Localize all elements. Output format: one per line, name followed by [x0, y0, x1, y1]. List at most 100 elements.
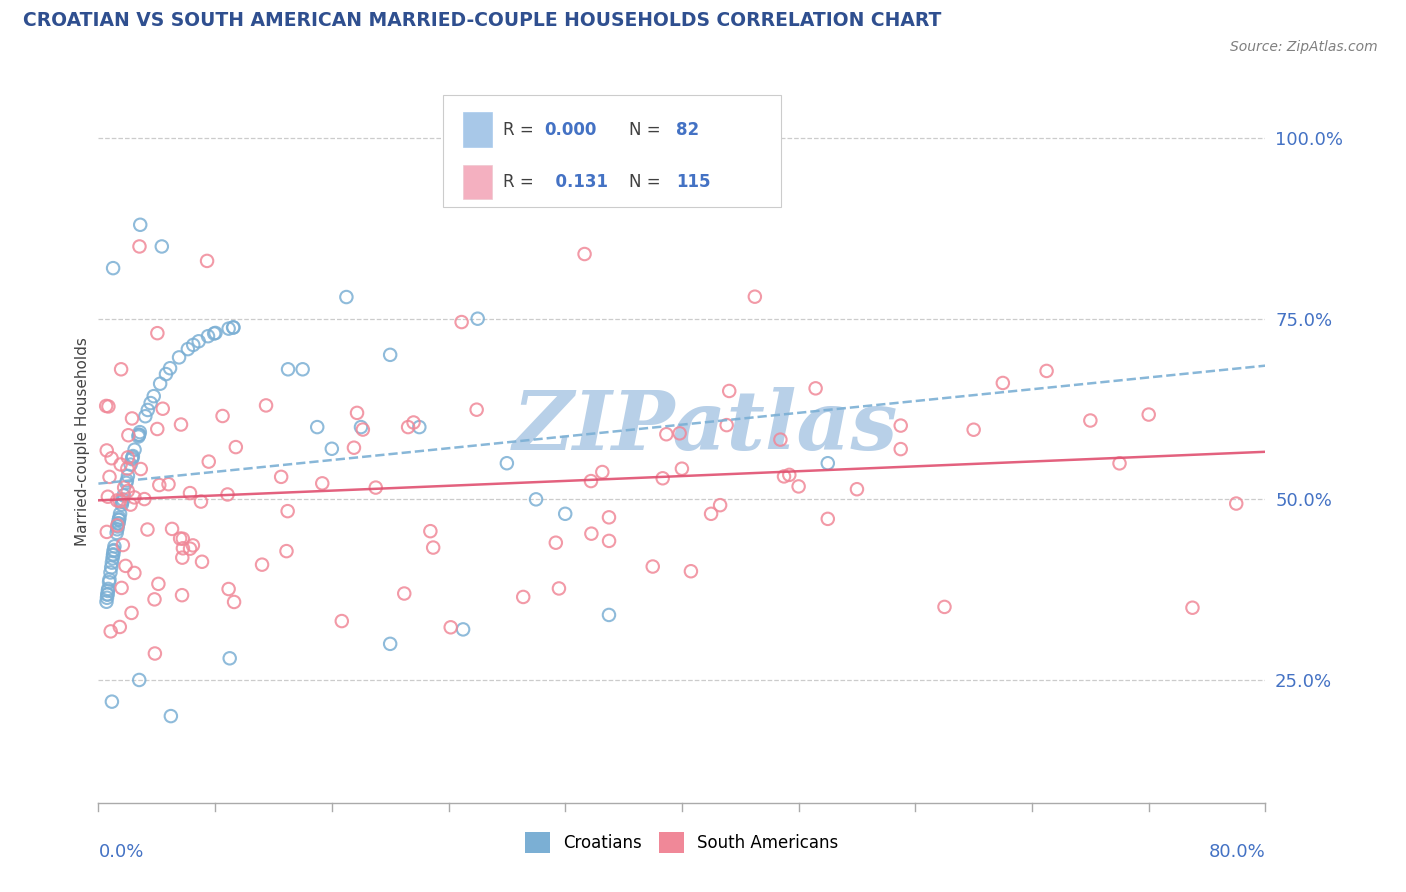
Text: 82: 82 [676, 120, 699, 139]
Point [101, 547, 124, 561]
Point [97, 490, 120, 504]
Text: Source: ZipAtlas.com: Source: ZipAtlas.com [1230, 40, 1378, 54]
Point [108, 507, 131, 521]
Point [962, 423, 984, 437]
Point [101, 695, 124, 709]
Point [934, 599, 956, 614]
Point [101, 556, 124, 570]
Point [671, 461, 693, 475]
Point [105, 493, 128, 508]
Point [187, 334, 209, 349]
Point [394, 586, 416, 600]
Text: 80.0%: 80.0% [1209, 843, 1265, 861]
Point [127, 429, 149, 443]
Point [172, 550, 194, 565]
Point [579, 474, 602, 488]
FancyBboxPatch shape [463, 165, 492, 200]
Point [111, 495, 134, 509]
Point [150, 239, 173, 253]
Point [117, 450, 139, 465]
Point [396, 420, 419, 434]
Point [155, 367, 177, 381]
Text: 0.000: 0.000 [544, 120, 596, 139]
Point [143, 647, 166, 661]
Point [169, 532, 191, 546]
Point [97, 582, 120, 596]
Point [129, 462, 152, 476]
Point [172, 532, 194, 546]
Point [211, 409, 233, 423]
Point [222, 320, 245, 334]
Point [204, 326, 226, 340]
Point [574, 247, 596, 261]
Point [129, 218, 152, 232]
Point [146, 422, 169, 436]
Point [124, 566, 146, 580]
Point [108, 510, 131, 524]
Point [170, 588, 193, 602]
Point [107, 516, 129, 531]
Point [179, 486, 201, 500]
Point [422, 541, 444, 555]
Point [121, 411, 143, 425]
Point [197, 454, 219, 468]
Point [291, 362, 314, 376]
Point [108, 494, 131, 508]
Point [103, 540, 125, 554]
Point [524, 492, 547, 507]
Point [716, 418, 738, 433]
Point [128, 673, 150, 687]
Text: N =: N = [630, 173, 666, 191]
Point [202, 326, 225, 341]
Point [103, 544, 125, 558]
Point [651, 471, 673, 485]
Point [218, 321, 240, 335]
Point [641, 559, 664, 574]
Point [107, 516, 129, 531]
FancyBboxPatch shape [463, 112, 492, 147]
Point [744, 290, 766, 304]
Point [364, 481, 387, 495]
Point [105, 522, 128, 536]
Text: 115: 115 [676, 173, 710, 191]
Point [148, 577, 170, 591]
Point [709, 498, 731, 512]
Text: R =: R = [503, 173, 540, 191]
Point [197, 329, 219, 343]
Point [655, 427, 678, 442]
Point [817, 512, 839, 526]
Point [134, 492, 156, 507]
Point [581, 526, 603, 541]
Point [121, 452, 143, 467]
Point [96, 588, 118, 602]
Point [100, 560, 122, 574]
Text: N =: N = [630, 120, 666, 139]
Point [128, 425, 150, 439]
Point [598, 607, 620, 622]
Point [100, 566, 122, 580]
Point [276, 544, 298, 558]
Point [1080, 413, 1102, 427]
Point [311, 476, 333, 491]
Point [117, 461, 139, 475]
Point [97, 400, 120, 414]
Text: 0.131: 0.131 [544, 173, 609, 191]
Point [110, 362, 132, 376]
Point [700, 507, 723, 521]
Point [111, 498, 134, 512]
Point [890, 418, 912, 433]
Point [890, 442, 912, 456]
Point [96, 443, 118, 458]
Point [217, 487, 239, 501]
Point [124, 491, 146, 505]
Point [350, 420, 373, 434]
Point [402, 416, 425, 430]
Point [110, 458, 132, 472]
Point [124, 442, 146, 457]
Point [159, 361, 181, 376]
Point [120, 498, 142, 512]
Point [346, 406, 368, 420]
Point [134, 409, 156, 424]
Point [1035, 364, 1057, 378]
Point [107, 519, 129, 533]
